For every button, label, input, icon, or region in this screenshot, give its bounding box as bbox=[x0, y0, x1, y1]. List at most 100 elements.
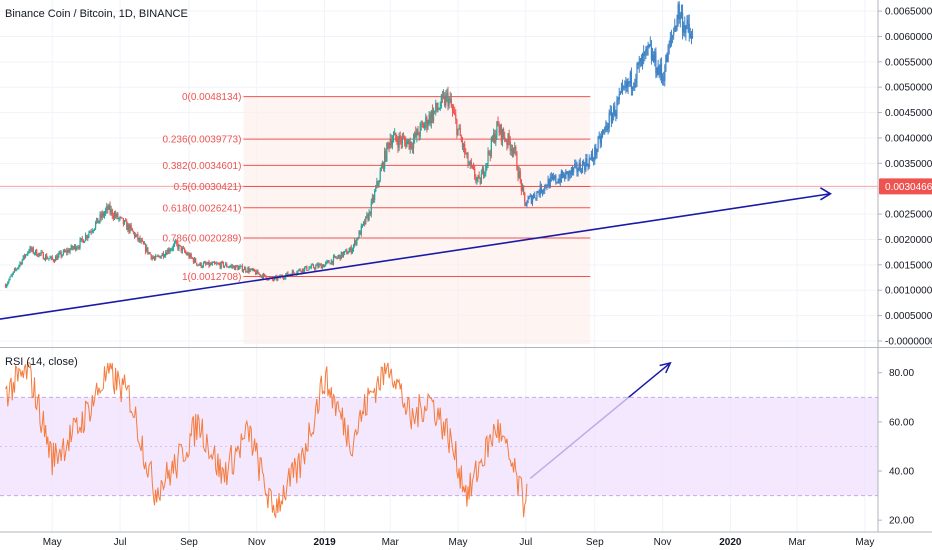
candle-body bbox=[16, 268, 18, 270]
candle-body bbox=[311, 264, 313, 266]
candle-body bbox=[497, 121, 499, 127]
candle-body bbox=[438, 109, 440, 110]
candle-body bbox=[419, 124, 421, 137]
candle-body bbox=[283, 278, 286, 279]
candle-body bbox=[626, 81, 628, 87]
candle-body bbox=[524, 193, 526, 203]
candle-body bbox=[561, 171, 564, 178]
candle-body bbox=[646, 45, 648, 49]
candle-body bbox=[597, 138, 599, 150]
time-tick-label: May bbox=[855, 537, 874, 548]
candle-body bbox=[127, 224, 129, 230]
candle-body bbox=[426, 117, 428, 128]
candle-body bbox=[529, 195, 531, 197]
candle-body bbox=[272, 279, 275, 281]
candle-body bbox=[372, 197, 375, 200]
candle-body bbox=[487, 151, 489, 164]
candle-body bbox=[547, 179, 549, 188]
price-tick-label: 0.0035000 bbox=[885, 159, 932, 170]
candle-body bbox=[18, 265, 20, 268]
candle-body bbox=[657, 65, 659, 75]
candle-body bbox=[66, 250, 68, 253]
candle-body bbox=[466, 152, 468, 154]
candle-body bbox=[401, 137, 404, 144]
candle-body bbox=[425, 117, 427, 125]
candle-body bbox=[690, 36, 693, 39]
candle-body bbox=[6, 284, 8, 288]
candle-body bbox=[640, 58, 643, 67]
candle-body bbox=[185, 251, 187, 253]
candle-body bbox=[691, 36, 694, 37]
candle-body bbox=[255, 271, 257, 275]
candle-body bbox=[407, 139, 409, 142]
candle-body bbox=[514, 147, 516, 150]
candle-body bbox=[147, 247, 149, 254]
candle-body bbox=[267, 279, 269, 281]
candle-body bbox=[265, 274, 267, 278]
candle-body bbox=[282, 277, 285, 279]
candle-body bbox=[263, 274, 266, 275]
candle-body bbox=[102, 212, 104, 216]
candle-body bbox=[510, 148, 512, 151]
candle-body bbox=[218, 263, 220, 265]
candle-body bbox=[428, 114, 430, 124]
candle-body bbox=[360, 225, 362, 235]
time-tick-label: Sep bbox=[586, 537, 604, 548]
candle-body bbox=[122, 218, 124, 225]
candle-body bbox=[573, 167, 575, 172]
candle-body bbox=[118, 218, 120, 220]
candle-body bbox=[328, 260, 330, 264]
candle-body bbox=[415, 132, 417, 137]
candle-body bbox=[645, 48, 647, 52]
candle-body bbox=[508, 133, 510, 142]
candle-body bbox=[325, 262, 327, 265]
candle-body bbox=[192, 258, 195, 263]
candle-body bbox=[200, 262, 202, 268]
candle-body bbox=[170, 249, 172, 251]
candle-body bbox=[232, 266, 235, 267]
candle-body bbox=[460, 136, 462, 141]
candle-body bbox=[490, 137, 492, 156]
candle-body bbox=[436, 102, 438, 110]
candle-body bbox=[167, 249, 169, 255]
candle-body bbox=[412, 139, 415, 149]
candle-body bbox=[440, 95, 442, 107]
candle-body bbox=[33, 253, 36, 255]
candle-body bbox=[166, 252, 168, 255]
candle-body bbox=[331, 260, 333, 264]
candle-body bbox=[156, 255, 158, 257]
candle-body bbox=[685, 26, 687, 34]
candle-body bbox=[198, 264, 200, 266]
candle-body bbox=[679, 14, 681, 20]
candle-body bbox=[92, 230, 94, 232]
candle-body bbox=[559, 178, 561, 183]
candle-body bbox=[9, 276, 11, 280]
candle-body bbox=[491, 137, 494, 141]
candle-body bbox=[73, 245, 76, 248]
candle-body bbox=[168, 249, 170, 252]
fib-level-label: 0.786(0.0020289) bbox=[162, 233, 241, 244]
candle-body bbox=[470, 161, 472, 166]
time-tick-label: Mar bbox=[382, 537, 400, 548]
candle-body bbox=[119, 217, 121, 219]
candle-body bbox=[541, 191, 544, 193]
candle-body bbox=[206, 264, 208, 265]
candle-body bbox=[196, 262, 198, 266]
candle-body bbox=[571, 168, 574, 172]
candle-body bbox=[326, 261, 328, 263]
candle-body bbox=[195, 258, 197, 263]
candle-body bbox=[435, 102, 437, 111]
candle-body bbox=[507, 133, 509, 145]
candle-body bbox=[358, 231, 360, 239]
candle-body bbox=[4, 285, 7, 288]
candle-body bbox=[598, 136, 600, 139]
candle-body bbox=[688, 23, 690, 34]
candle-body bbox=[155, 255, 157, 260]
candle-body bbox=[186, 252, 188, 255]
candle-body bbox=[56, 256, 58, 260]
candle-body bbox=[159, 256, 161, 259]
candle-body bbox=[345, 250, 347, 251]
candle-body bbox=[357, 238, 359, 239]
candle-body bbox=[409, 141, 411, 149]
price-tick-label: -0.0000000 bbox=[885, 336, 932, 347]
